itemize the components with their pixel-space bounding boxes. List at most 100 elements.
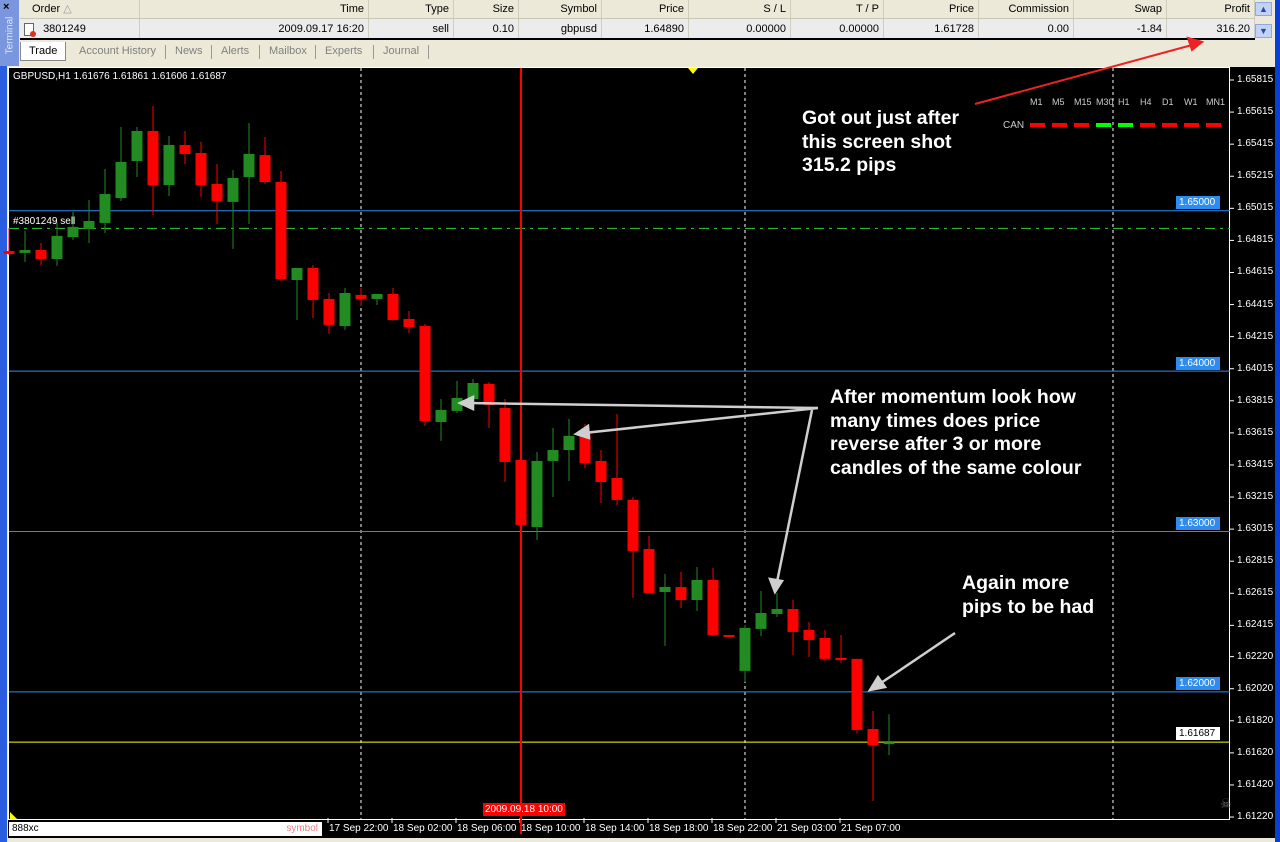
price-tick-label: 1.62020: [1237, 682, 1274, 694]
tab-divider: [428, 45, 429, 59]
tab-divider: [165, 45, 166, 59]
chart-title: GBPUSD,H1 1.61676 1.61861 1.61606 1.6168…: [13, 71, 227, 82]
timeframe-state-red: [1074, 123, 1089, 127]
order-cell: 3801249: [20, 19, 140, 38]
order-size: 0.10: [454, 19, 519, 38]
timeframe-label: H4: [1140, 97, 1152, 107]
column-sl[interactable]: S / L: [689, 0, 791, 18]
column-label: Order: [32, 3, 61, 15]
time-tick-label: 21 Sep 03:00: [777, 823, 837, 834]
column-commission[interactable]: Commission: [979, 0, 1074, 18]
timeframe-label: MN1: [1206, 97, 1226, 107]
price-tick-label: 1.64615: [1237, 266, 1274, 278]
indicator-name: CAN: [1003, 120, 1025, 131]
price-tick-label: 1.65615: [1237, 106, 1274, 118]
annotation-line: 315.2 pips: [802, 154, 897, 176]
tab-experts[interactable]: Experts: [325, 45, 363, 57]
price-tick-label: 1.65215: [1237, 170, 1274, 182]
timeframe-state-red: [1206, 123, 1221, 127]
scroll-down-icon[interactable]: ▼: [1255, 24, 1272, 38]
order-row[interactable]: 3801249 2009.09.17 16:20 sell 0.10 gbpus…: [20, 19, 1255, 40]
order-id: 3801249: [43, 23, 86, 35]
tab-news[interactable]: News: [175, 45, 203, 57]
annotation-line: Again more: [962, 572, 1070, 594]
sort-icon: △: [63, 3, 72, 15]
timeframe-state-red: [1052, 123, 1067, 127]
orders-table-header: Order △ Time Type Size Symbol Price S / …: [20, 0, 1255, 19]
column-symbol[interactable]: Symbol: [519, 0, 602, 18]
order-swap: -1.84: [1074, 19, 1167, 38]
level-label-1-62000: 1.62000: [1176, 677, 1220, 690]
time-tick-label: 18 Sep 10:00: [521, 823, 581, 834]
bid-price-label: 1.61687: [1176, 727, 1220, 740]
order-commission: 0.00: [979, 19, 1074, 38]
price-tick-label: 1.62815: [1237, 555, 1274, 567]
time-tick-label: 18 Sep 18:00: [649, 823, 709, 834]
time-tick-label: 17 Sep 22:00: [329, 823, 389, 834]
price-tick-label: 1.61420: [1237, 778, 1274, 790]
price-tick-label: 1.61820: [1237, 714, 1274, 726]
tab-divider: [315, 45, 316, 59]
time-tick-label: 18 Sep 14:00: [585, 823, 645, 834]
price-tick-label: 1.65015: [1237, 202, 1274, 214]
order-line-label: #3801249 sell: [13, 216, 76, 227]
column-time[interactable]: Time: [140, 0, 369, 18]
annotation-more-pips: Again more pips to be had: [962, 572, 1094, 619]
price-tick-label: 1.61620: [1237, 746, 1274, 758]
timeframe-label: W1: [1184, 97, 1198, 107]
order-symbol: gbpusd: [519, 19, 602, 38]
tab-mailbox[interactable]: Mailbox: [269, 45, 307, 57]
timeframe-state-red: [1162, 123, 1177, 127]
price-tick-label: 1.62220: [1237, 650, 1274, 662]
time-axis[interactable]: [8, 820, 1275, 838]
annotation-line: pips to be had: [962, 595, 1095, 618]
price-tick-label: 1.63215: [1237, 491, 1274, 503]
order-tp: 0.00000: [791, 19, 884, 38]
time-tick-label: 21 Sep 07:00: [841, 823, 901, 834]
sell-order-icon: [24, 22, 36, 37]
column-order[interactable]: Order △: [20, 0, 140, 18]
tab-alerts[interactable]: Alerts: [221, 45, 250, 57]
window-right-border: [1275, 0, 1280, 842]
annotation-line: many times does price: [830, 409, 1041, 432]
terminal-tabs: Trade Account History News Alerts Mailbo…: [20, 42, 1270, 62]
price-tick-label: 1.64815: [1237, 234, 1274, 246]
timeframe-label: M1: [1030, 97, 1043, 107]
price-tick-label: 1.65415: [1237, 138, 1274, 150]
terminal-side-strip: [0, 0, 19, 66]
annotation-exit: Got out just after this screen shot 315.…: [802, 107, 959, 178]
scroll-up-icon[interactable]: ▲: [1255, 2, 1272, 16]
tab-account-history[interactable]: Account History: [79, 45, 157, 57]
price-tick-label: 1.63015: [1237, 523, 1274, 535]
time-tick-label: 18 Sep 22:00: [713, 823, 773, 834]
price-tick-label: 1.65815: [1237, 74, 1274, 85]
column-current-price[interactable]: Price: [884, 0, 979, 18]
tab-trade[interactable]: Trade: [20, 42, 67, 61]
level-label-1-63000: 1.63000: [1176, 517, 1220, 530]
column-price[interactable]: Price: [602, 0, 689, 18]
timeframe-state-green: [1118, 123, 1133, 127]
symbol-input-hint: symbol: [286, 823, 318, 834]
column-size[interactable]: Size: [454, 0, 519, 18]
terminal-close-button[interactable]: ×: [3, 1, 10, 13]
annotation-line: candles of the same colour: [830, 456, 1082, 479]
timeframe-label: H1: [1118, 97, 1130, 107]
symbol-input[interactable]: 888xc symbol: [9, 822, 322, 836]
crosshair-time-label: 2009.09.18 10:00: [483, 803, 565, 816]
price-tick-label: 1.64015: [1237, 362, 1274, 374]
annotation-line: After momentum look how: [830, 386, 1076, 408]
column-swap[interactable]: Swap: [1074, 0, 1167, 18]
price-axis[interactable]: [1230, 67, 1275, 820]
timeframe-label: D1: [1162, 97, 1174, 107]
column-tp[interactable]: T / P: [791, 0, 884, 18]
column-type[interactable]: Type: [369, 0, 454, 18]
table-scrollbar[interactable]: ▲ ▼: [1255, 0, 1272, 40]
bottom-bar: [8, 838, 1275, 842]
column-profit[interactable]: Profit: [1167, 0, 1255, 18]
annotation-line: reverse after 3 or more: [830, 433, 1042, 455]
price-tick-label: 1.63415: [1237, 458, 1274, 470]
timeframe-labels: M1 M5 M15 M30 H1 H4 D1 W1 MN1: [1030, 97, 1225, 109]
tab-journal[interactable]: Journal: [383, 45, 420, 57]
order-sl: 0.00000: [689, 19, 791, 38]
price-tick-label: 1.61220: [1237, 811, 1274, 823]
